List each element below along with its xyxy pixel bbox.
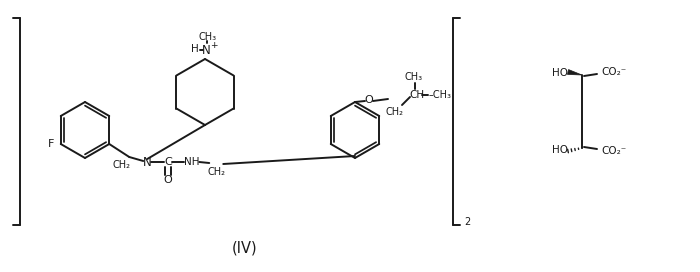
Text: H: H [191,44,199,54]
Text: –CH₃: –CH₃ [428,90,452,100]
Text: 2: 2 [464,217,470,227]
Text: CH₃: CH₃ [405,72,423,82]
Text: CO₂⁻: CO₂⁻ [601,67,626,77]
Text: CO₂⁻: CO₂⁻ [601,146,626,156]
Text: NH: NH [185,157,200,167]
Text: HO: HO [552,145,568,155]
Text: CH: CH [410,90,425,100]
Text: CH₃: CH₃ [199,32,217,42]
Text: CH₂: CH₂ [207,167,225,177]
Text: C: C [164,157,172,167]
Text: N: N [143,156,152,168]
Text: O: O [365,95,373,105]
Text: F: F [48,139,54,149]
Text: +: + [210,42,218,51]
Text: CH₂: CH₂ [386,107,404,117]
Text: CH₂: CH₂ [112,160,130,170]
Polygon shape [568,70,582,75]
Text: (IV): (IV) [232,240,258,255]
Text: HO: HO [552,68,568,78]
Text: O: O [164,175,173,185]
Text: N: N [202,44,211,57]
